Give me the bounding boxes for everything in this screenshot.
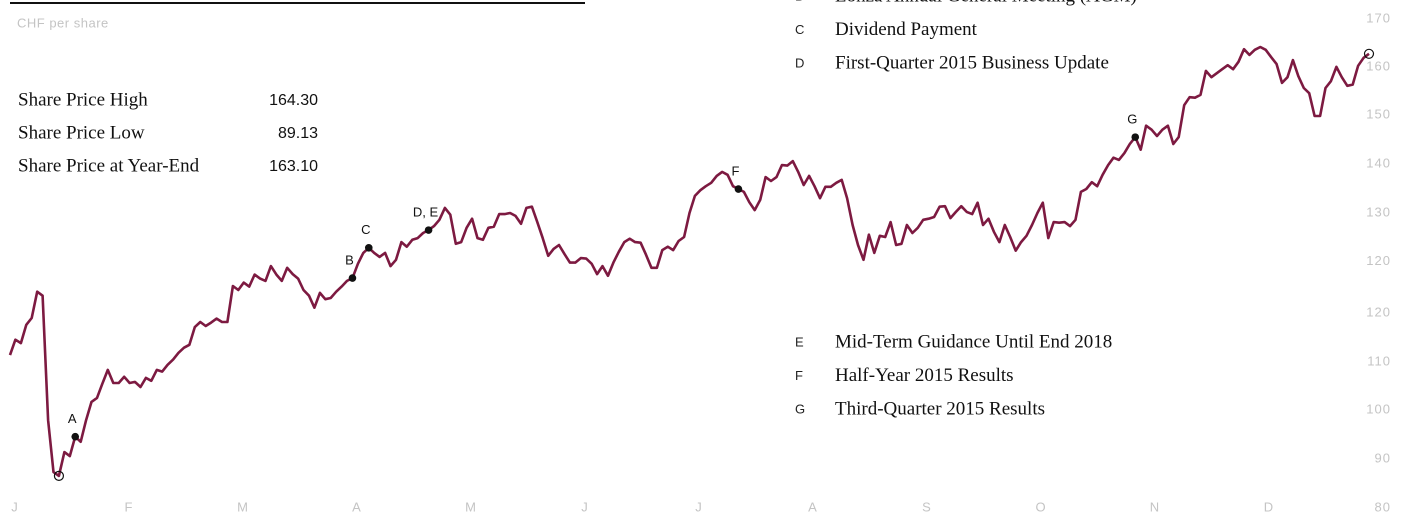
event-label: C	[361, 222, 370, 237]
y-tick-label: 130	[1366, 204, 1391, 219]
stat-value: 89.13	[278, 125, 318, 142]
event-dot	[1131, 133, 1140, 141]
event-dot	[364, 244, 373, 252]
x-tick-label: A	[352, 499, 362, 514]
x-tick-label: N	[1150, 499, 1160, 514]
event-label: F	[731, 163, 739, 178]
legend-key: E	[795, 334, 804, 349]
x-tick-label: S	[922, 499, 932, 514]
price-line	[8, 45, 1370, 478]
x-tick-label: J	[581, 499, 589, 514]
subtitle: CHF per share	[17, 15, 109, 30]
y-tick-label: 90	[1375, 450, 1391, 465]
legend-key: C	[795, 22, 804, 37]
legend-text: Mid-Term Guidance Until End 2018	[835, 331, 1112, 352]
event-dot	[424, 226, 433, 234]
legend-key: F	[795, 368, 803, 383]
event-dot	[734, 185, 743, 193]
y-tick-label: 150	[1366, 106, 1391, 121]
legend-text: Half-Year 2015 Results	[835, 365, 1014, 386]
event-dot	[71, 432, 80, 441]
event-label: A	[68, 411, 77, 426]
legend-text: Third-Quarter 2015 Results	[835, 398, 1045, 419]
stat-label: Share Price at Year-End	[18, 155, 200, 176]
stat-value: 163.10	[269, 158, 318, 175]
y-tick-label: 120	[1366, 304, 1391, 319]
y-tick-label: 110	[1367, 353, 1391, 368]
x-tick-label: O	[1035, 499, 1046, 514]
y-tick-label: 160	[1366, 58, 1391, 73]
legend-key: B	[795, 0, 804, 3]
stat-label: Share Price Low	[18, 122, 145, 143]
y-tick-label: 100	[1366, 401, 1391, 416]
event-dot	[348, 274, 357, 282]
stat-label: Share Price High	[18, 89, 148, 110]
legend-key: D	[795, 55, 804, 70]
x-tick-label: J	[695, 499, 703, 514]
legend-text: First-Quarter 2015 Business Update	[835, 52, 1109, 73]
x-tick-label: D	[1264, 499, 1274, 514]
y-tick-label: 80	[1375, 499, 1391, 514]
extreme-circle	[1363, 48, 1375, 59]
event-label: G	[1127, 112, 1137, 127]
x-tick-label: J	[11, 499, 19, 514]
x-tick-label: M	[465, 499, 477, 514]
event-label: B	[345, 252, 354, 267]
stat-value: 164.30	[269, 92, 318, 109]
x-tick-label: A	[808, 499, 818, 514]
y-tick-label: 140	[1366, 155, 1391, 170]
legend-key: G	[795, 401, 805, 416]
y-tick-label: 120	[1366, 253, 1391, 268]
event-label: D, E	[413, 205, 439, 220]
x-tick-label: M	[237, 499, 249, 514]
y-tick-label: 170	[1366, 10, 1391, 25]
legend-text: Lonza Annual General Meeting (AGM)	[835, 0, 1137, 6]
extreme-circle	[53, 470, 65, 481]
x-tick-label: F	[125, 499, 134, 514]
legend-text: Dividend Payment	[835, 19, 978, 40]
